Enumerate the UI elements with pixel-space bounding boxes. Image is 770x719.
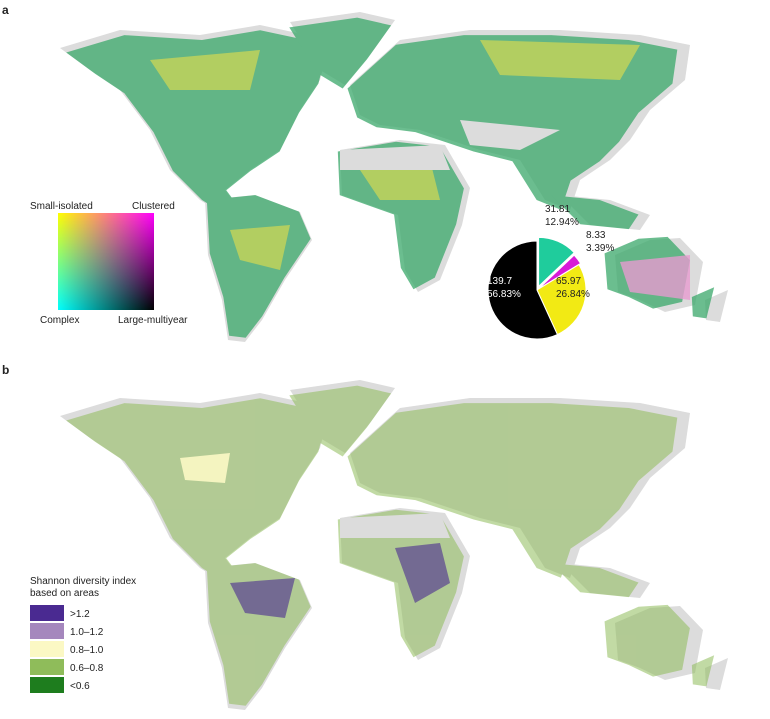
pie-slice xyxy=(487,240,559,340)
slice-value: 139.7 xyxy=(487,276,512,287)
legend-swatch xyxy=(30,677,64,693)
slice-percent: 3.39% xyxy=(586,243,614,254)
pie-slice xyxy=(538,236,575,288)
legend-label: Complex xyxy=(40,315,79,326)
map-b xyxy=(60,380,728,710)
bivariate-legend: Small-isolated Clustered Complex Large-m… xyxy=(30,201,188,326)
slice-percent: 12.94% xyxy=(545,217,579,228)
legend-label: <0.6 xyxy=(70,681,90,692)
legend-swatch xyxy=(30,641,64,657)
panel-label: b xyxy=(2,363,9,377)
legend-label: 1.0–1.2 xyxy=(70,627,104,638)
pie-chart: 31.81 12.94% 8.33 3.39% 65.97 26.84% 139.7 56.8… xyxy=(487,204,614,340)
legend-swatch xyxy=(30,659,64,675)
panel-label: a xyxy=(2,3,9,17)
slice-value: 8.33 xyxy=(586,230,606,241)
map-a xyxy=(60,12,728,342)
legend-title: based on areas xyxy=(30,588,99,599)
legend-label: Large-multiyear xyxy=(118,315,188,326)
pie-slice xyxy=(536,263,587,336)
legend-label: Clustered xyxy=(132,201,175,212)
slice-percent: 26.84% xyxy=(556,289,590,300)
slice-value: 31.81 xyxy=(545,204,570,215)
legend-title: Shannon diversity index xyxy=(30,576,136,587)
legend-label: Small-isolated xyxy=(30,201,93,212)
legend-label: 0.6–0.8 xyxy=(70,663,104,674)
slice-percent: 56.83% xyxy=(487,289,521,300)
legend-swatch xyxy=(30,605,64,621)
legend-label: 0.8–1.0 xyxy=(70,645,104,656)
pie-slice xyxy=(538,254,582,290)
slice-value: 65.97 xyxy=(556,276,581,287)
legend-swatch xyxy=(30,623,64,639)
legend-label: >1.2 xyxy=(70,609,90,620)
